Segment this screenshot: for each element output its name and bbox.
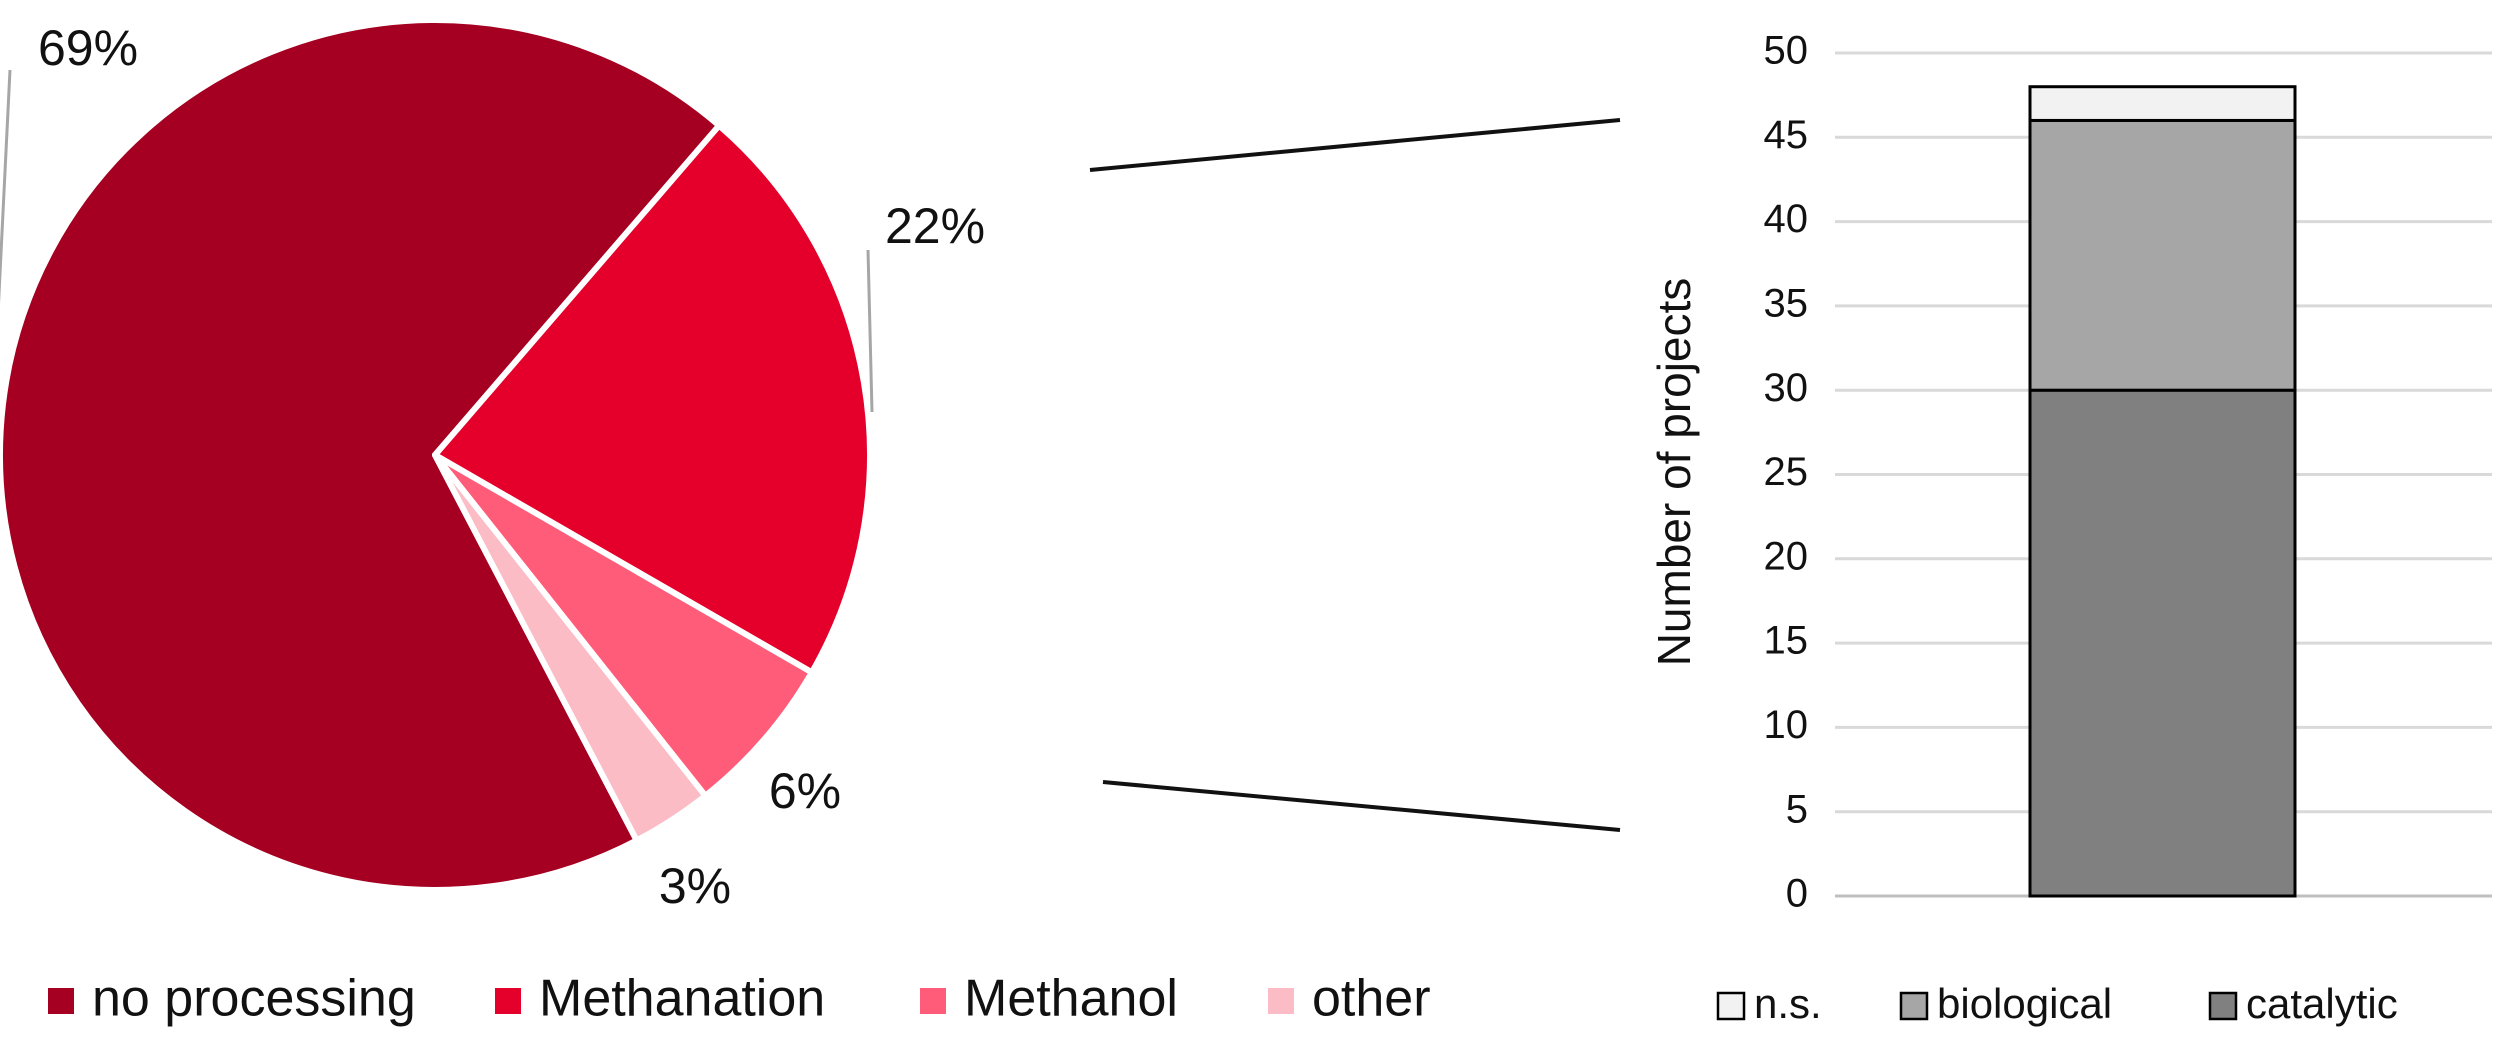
y-axis-title: Number of projects bbox=[1648, 278, 1700, 667]
y-axis-tick-labels: 0 5 10 15 20 25 30 35 40 45 50 bbox=[1764, 29, 1809, 916]
legend-label: no processing bbox=[92, 970, 416, 1028]
stacked-bar bbox=[2028, 85, 2297, 898]
bar-segment-catalytic bbox=[2028, 388, 2297, 898]
pie-legend: no processing Methanation Methanol other bbox=[48, 970, 1431, 1028]
connector-lines bbox=[1089, 118, 1621, 832]
pie-data-label: 6% bbox=[769, 763, 841, 819]
legend-swatch bbox=[920, 988, 946, 1014]
pie-slice-methanation bbox=[432, 122, 873, 676]
pie-slice-no-processing bbox=[0, 17, 723, 893]
bar-segment-ns bbox=[2028, 85, 2297, 122]
y-tick-label: 50 bbox=[1764, 29, 1809, 73]
legend-swatch bbox=[2208, 991, 2238, 1021]
legend-swatch bbox=[1268, 988, 1294, 1014]
legend-label: n.s. bbox=[1754, 980, 1822, 1027]
pie-chart: 69% 22% 6% 3% bbox=[0, 17, 985, 914]
legend-label: biological bbox=[1937, 980, 2112, 1027]
legend-label: other bbox=[1312, 970, 1431, 1028]
y-tick-label: 45 bbox=[1764, 113, 1809, 157]
pie-leader-line bbox=[866, 249, 874, 413]
y-tick-label: 0 bbox=[1786, 872, 1808, 916]
y-tick-label: 35 bbox=[1764, 281, 1809, 325]
legend-swatch bbox=[495, 988, 521, 1014]
legend-swatch bbox=[1899, 991, 1929, 1021]
bar-segment-biological bbox=[2028, 118, 2297, 392]
bar-chart: 0 5 10 15 20 25 30 35 40 45 50 Number of projects bbox=[1648, 29, 2492, 916]
y-tick-label: 20 bbox=[1764, 534, 1809, 578]
legend-label: catalytic bbox=[2246, 980, 2398, 1027]
pie-slice-methanol bbox=[432, 452, 815, 799]
pie-data-label: 3% bbox=[659, 858, 731, 914]
bar-legend: n.s. biological catalytic bbox=[1716, 980, 2398, 1027]
y-tick-label: 25 bbox=[1764, 450, 1809, 494]
pie-data-label: 22% bbox=[885, 198, 985, 254]
legend-swatch bbox=[1716, 991, 1746, 1021]
y-tick-label: 40 bbox=[1764, 197, 1809, 241]
y-tick-label: 30 bbox=[1764, 366, 1809, 410]
connector-line-top bbox=[1089, 118, 1621, 172]
y-tick-label: 10 bbox=[1764, 703, 1809, 747]
connector-line-bottom bbox=[1102, 780, 1621, 832]
legend-swatch bbox=[48, 988, 74, 1014]
legend-label: Methanation bbox=[539, 970, 825, 1028]
y-tick-label: 5 bbox=[1786, 787, 1808, 831]
legend-label: Methanol bbox=[964, 970, 1178, 1028]
pie-leader-line bbox=[0, 69, 12, 304]
pie-slice-other bbox=[432, 452, 709, 844]
y-tick-label: 15 bbox=[1764, 619, 1809, 663]
pie-data-label: 69% bbox=[38, 20, 138, 76]
